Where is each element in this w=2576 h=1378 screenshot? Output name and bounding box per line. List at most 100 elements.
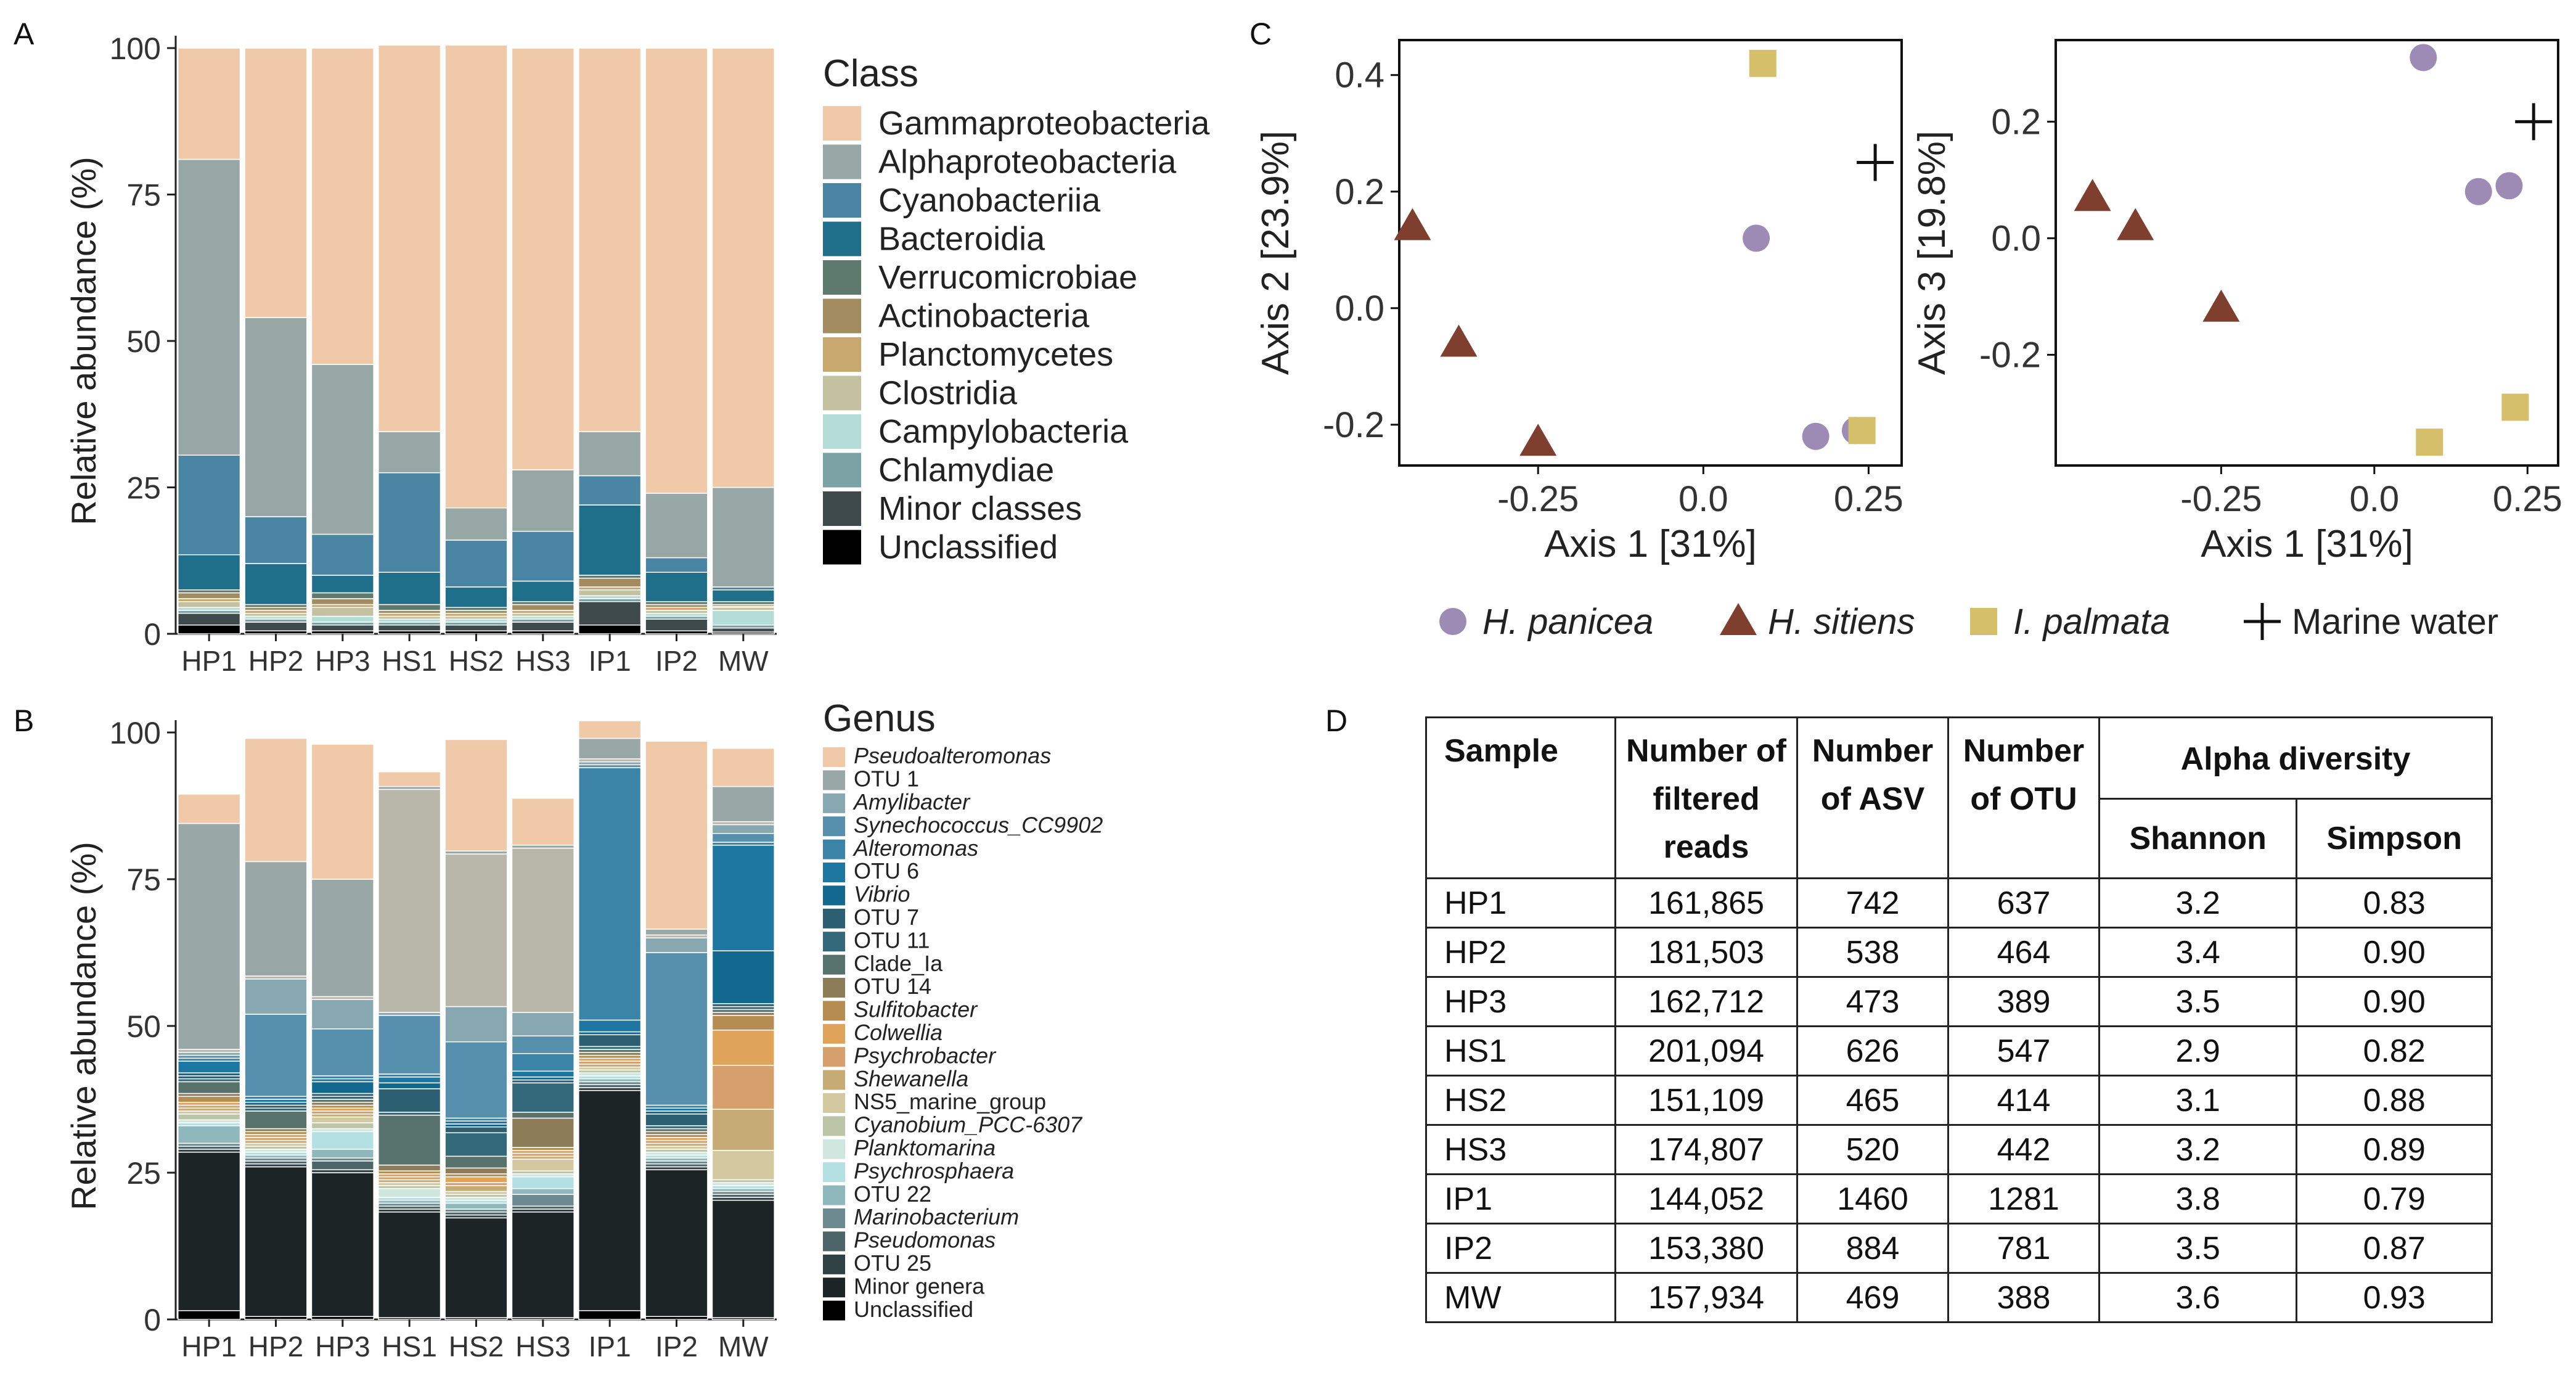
- legend-label: Planctomycetes: [878, 336, 1113, 373]
- legend-swatch: [823, 1001, 845, 1021]
- bar-segment: [511, 1159, 574, 1171]
- bar-segment: [578, 1089, 642, 1311]
- bar-segment: [711, 785, 775, 822]
- legend-label: Minor classes: [878, 490, 1082, 527]
- legend-label: Cyanobium_PCC-6307: [854, 1112, 1083, 1138]
- bar-segment: [378, 1164, 441, 1171]
- bar-segment: [511, 621, 574, 631]
- bar-segment: [311, 1122, 374, 1130]
- bar-segment: [444, 1202, 508, 1210]
- bar-segment: [178, 1113, 241, 1121]
- y-tick-label: 75: [126, 863, 161, 897]
- bar-segment: [378, 431, 441, 474]
- bar-segment: [645, 493, 708, 559]
- legend-swatch: [823, 793, 845, 813]
- bar-segment: [511, 1052, 574, 1072]
- bar-segment: [711, 589, 775, 602]
- point-i-palmata: [1749, 49, 1777, 77]
- table-row: HP1 161,865 742 637 3.2 0.83: [1425, 877, 2493, 929]
- bar-segment: [311, 879, 374, 998]
- bar-segment: [178, 601, 241, 608]
- cell-simpson: 0.93: [2296, 1272, 2493, 1323]
- x-tick-label: IP1: [589, 645, 631, 677]
- point-h-sitiens: [2202, 289, 2240, 322]
- legend-label: Unclassified: [878, 528, 1058, 565]
- legend-label: H. panicea: [1482, 602, 1653, 642]
- bar-segment: [378, 1114, 441, 1166]
- legend-swatch: [823, 863, 845, 882]
- legend-swatch: [823, 770, 845, 790]
- x-tick-label: HP3: [315, 1331, 370, 1363]
- cell-sample: HS1: [1425, 1025, 1616, 1077]
- bar-segment: [645, 557, 708, 573]
- x-tick-label: 0.0: [2350, 479, 2400, 519]
- bar-segment: [178, 1096, 241, 1103]
- legend-label: Synechococcus_CC9902: [854, 812, 1103, 837]
- bar-segment: [711, 845, 775, 951]
- bar-segment: [378, 572, 441, 605]
- cell-asv: 465: [1796, 1075, 1949, 1126]
- bar-segment: [311, 1160, 374, 1170]
- bar-segment: [444, 1041, 508, 1119]
- cell-reads: 157,934: [1614, 1272, 1798, 1323]
- cell-otu: 388: [1947, 1272, 2100, 1323]
- cell-simpson: 0.79: [2296, 1173, 2493, 1224]
- bar-segment: [645, 952, 708, 1106]
- header-simpson: Simpson: [2296, 797, 2493, 880]
- bar-segment: [378, 625, 441, 631]
- bar-segment: [378, 1015, 441, 1075]
- bar-segment: [311, 744, 374, 880]
- bar-segment: [311, 1149, 374, 1159]
- bar-segment: [311, 1131, 374, 1150]
- legend-label: Actinobacteria: [878, 297, 1090, 334]
- bar-segment: [444, 1155, 508, 1169]
- bar-segment: [578, 625, 642, 634]
- y-axis-title: Axis 2 [23.9%]: [1254, 131, 1297, 375]
- bar-segment: [311, 1172, 374, 1317]
- point-i-palmata: [1970, 608, 1997, 635]
- legend-label: H. sitiens: [1768, 602, 1915, 642]
- cell-reads: 151,109: [1614, 1075, 1798, 1126]
- bar-segment: [178, 1125, 241, 1144]
- bar-segment: [711, 1065, 775, 1110]
- x-tick-label: 0.25: [1834, 479, 1903, 519]
- legend-swatch: [823, 414, 861, 449]
- y-tick-label: 0: [144, 617, 161, 652]
- bar-segment: [311, 598, 374, 605]
- bar-segment: [511, 797, 574, 846]
- bar-segment: [511, 1194, 574, 1207]
- bar-segment: [178, 1151, 241, 1311]
- bar-segment: [178, 592, 241, 599]
- x-tick-label: IP2: [655, 645, 698, 677]
- cell-shannon: 3.5: [2098, 976, 2298, 1027]
- bar-segment: [711, 950, 775, 1004]
- header-asv: Number of ASV: [1796, 716, 1949, 879]
- bar-segment: [444, 507, 508, 541]
- bar-segment: [711, 832, 775, 843]
- legend-label: Amylibacter: [853, 789, 971, 814]
- plot-frame: [2055, 39, 2559, 467]
- bar-segment: [178, 1081, 241, 1094]
- legend-swatch: [823, 1300, 845, 1321]
- legend-swatch: [823, 1208, 845, 1228]
- table-row: HS3 174,807 520 442 3.2 0.89: [1425, 1124, 2493, 1175]
- bar-segment: [645, 937, 708, 953]
- bar-segment: [311, 1116, 374, 1123]
- y-tick-label: 100: [110, 31, 161, 66]
- bar-segment: [511, 580, 574, 602]
- bar-segment: [511, 1012, 574, 1036]
- cell-reads: 153,380: [1614, 1223, 1798, 1274]
- cell-sample: HS3: [1425, 1124, 1616, 1175]
- table-row: IP1 144,052 1460 1281 3.8 0.79: [1425, 1173, 2493, 1224]
- y-tick-label: -0.2: [1323, 405, 1384, 445]
- y-tick-label: 50: [126, 324, 161, 359]
- legend-label: Clostridia: [878, 374, 1018, 411]
- bar-segment: [244, 861, 308, 977]
- cell-simpson: 0.90: [2296, 927, 2493, 978]
- cell-reads: 144,052: [1614, 1173, 1798, 1224]
- header-otu: Number of OTU: [1947, 716, 2100, 879]
- cell-simpson: 0.87: [2296, 1223, 2493, 1274]
- legend-title: Genus: [823, 697, 936, 740]
- header-sample: Sample: [1425, 716, 1616, 879]
- bar-segment: [711, 47, 775, 488]
